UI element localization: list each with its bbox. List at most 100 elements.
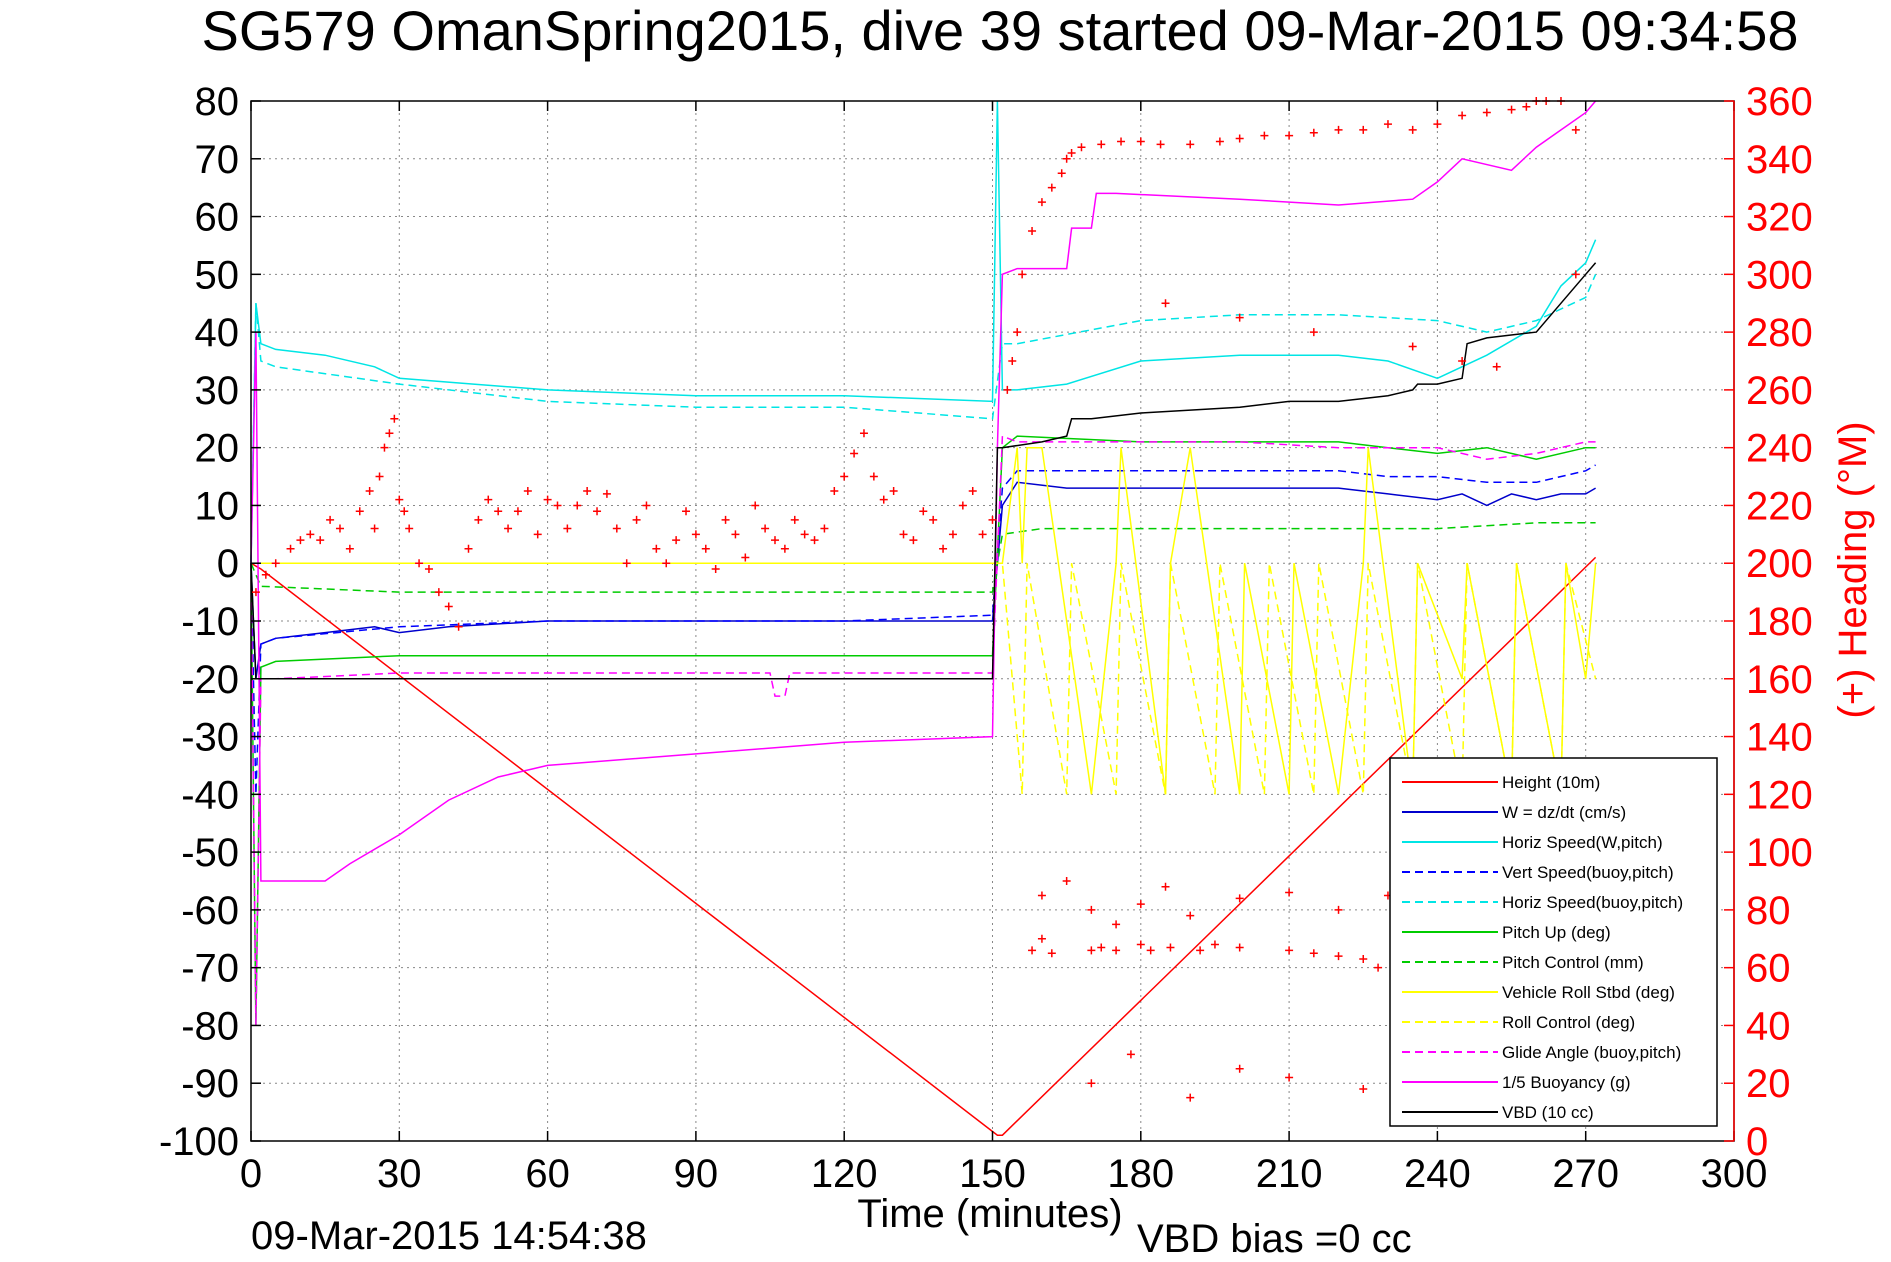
heading-marker <box>612 524 621 533</box>
heading-marker <box>1309 128 1318 137</box>
x-tick-label: 150 <box>959 1152 1026 1196</box>
series-line <box>250 100 1597 564</box>
heading-marker <box>1433 120 1442 129</box>
y-right-tick-label: 320 <box>1746 196 1813 240</box>
heading-marker <box>563 524 572 533</box>
heading-marker <box>326 515 335 524</box>
x-tick-label: 60 <box>525 1152 570 1196</box>
y-right-tick-label: 200 <box>1746 542 1813 586</box>
heading-marker <box>1062 154 1071 163</box>
heading-marker <box>632 515 641 524</box>
heading-marker <box>869 472 878 481</box>
y-tick-label: -20 <box>181 658 239 702</box>
heading-marker <box>1458 111 1467 120</box>
heading-marker <box>370 524 379 533</box>
heading-marker <box>1235 1064 1244 1073</box>
y-right-tick-label: 120 <box>1746 773 1813 817</box>
heading-marker <box>1492 362 1501 371</box>
y-tick-label: 20 <box>195 427 240 471</box>
y-axis-right-ticks: 3603403203002802602402202001801601401201… <box>1724 80 1813 1164</box>
heading-marker <box>1067 149 1076 157</box>
y-right-tick-label: 360 <box>1746 80 1813 124</box>
heading-marker <box>375 472 384 481</box>
heading-marker <box>1166 943 1175 952</box>
y-right-tick-label: 240 <box>1746 427 1813 471</box>
y-right-tick-label: 100 <box>1746 831 1813 875</box>
chart-title: SG579 OmanSpring2015, dive 39 started 09… <box>201 0 1798 62</box>
heading-marker <box>1112 920 1121 929</box>
y-tick-label: -10 <box>181 600 239 644</box>
heading-marker <box>553 501 562 510</box>
heading-marker <box>761 524 770 533</box>
y-tick-label: 30 <box>195 369 240 413</box>
heading-marker <box>672 536 681 545</box>
heading-marker <box>1136 137 1145 146</box>
heading-marker <box>1097 943 1106 952</box>
heading-marker <box>741 553 750 562</box>
y-right-tick-label: 140 <box>1746 716 1813 760</box>
heading-marker <box>1003 385 1012 394</box>
heading-marker <box>1571 125 1580 134</box>
heading-marker <box>1008 357 1017 365</box>
y-right-tick-label: 20 <box>1746 1062 1791 1106</box>
legend-label: W = dz/dt (cm/s) <box>1502 803 1626 822</box>
heading-marker <box>1522 102 1531 111</box>
heading-marker <box>1383 120 1392 129</box>
heading-marker <box>1186 140 1195 149</box>
heading-marker <box>380 443 389 452</box>
heading-marker <box>400 507 409 516</box>
x-tick-label: 240 <box>1404 1152 1471 1196</box>
heading-marker <box>1482 108 1491 117</box>
heading-marker <box>622 559 631 568</box>
heading-marker <box>1013 328 1022 337</box>
heading-marker <box>1087 946 1096 955</box>
heading-marker <box>1359 1085 1368 1093</box>
y-right-tick-label: 340 <box>1746 138 1813 182</box>
heading-marker <box>780 544 789 553</box>
heading-marker <box>968 487 977 495</box>
heading-marker <box>533 530 542 539</box>
x-tick-label: 300 <box>1701 1152 1768 1196</box>
heading-marker <box>1136 940 1145 949</box>
y-right-tick-label: 0 <box>1746 1120 1768 1164</box>
heading-marker <box>682 507 691 516</box>
series-line <box>250 481 1596 679</box>
y-tick-label: 40 <box>195 311 240 355</box>
heading-marker <box>1028 227 1037 235</box>
heading-marker <box>1285 946 1294 955</box>
x-tick-label: 210 <box>1256 1152 1323 1196</box>
heading-marker <box>1037 891 1046 900</box>
legend-label: Horiz Speed(W,pitch) <box>1502 833 1663 852</box>
heading-marker <box>1235 134 1244 143</box>
x-axis-ticks: 0 30 60 90 120 150 180 210 240 270 300 <box>240 101 1768 1196</box>
heading-marker <box>711 565 720 573</box>
heading-marker <box>444 602 453 611</box>
heading-marker <box>790 515 799 524</box>
heading-marker <box>415 559 424 568</box>
heading-marker <box>1047 949 1056 958</box>
heading-marker <box>602 489 611 498</box>
heading-marker <box>434 588 443 597</box>
y-right-tick-label: 40 <box>1746 1004 1791 1048</box>
heading-marker <box>1117 137 1126 146</box>
heading-marker <box>1260 131 1269 140</box>
footer-timestamp: 09-Mar-2015 14:54:38 <box>251 1214 647 1258</box>
legend-box <box>1389 757 1718 1127</box>
heading-marker <box>1186 1093 1195 1102</box>
heading-marker <box>1028 946 1037 955</box>
heading-marker <box>504 524 513 533</box>
heading-marker <box>820 524 829 533</box>
heading-marker <box>345 544 354 553</box>
y-tick-label: -100 <box>159 1120 239 1164</box>
heading-marker <box>395 495 404 504</box>
heading-marker <box>355 507 364 516</box>
heading-marker <box>879 495 888 504</box>
heading-marker <box>1215 137 1224 146</box>
heading-marker <box>1146 946 1155 955</box>
heading-marker <box>701 544 710 553</box>
y-tick-label: 70 <box>195 138 240 182</box>
y-tick-label: -30 <box>181 716 239 760</box>
heading-marker <box>1334 905 1343 914</box>
heading-marker <box>1161 882 1170 891</box>
heading-marker <box>1161 299 1170 308</box>
